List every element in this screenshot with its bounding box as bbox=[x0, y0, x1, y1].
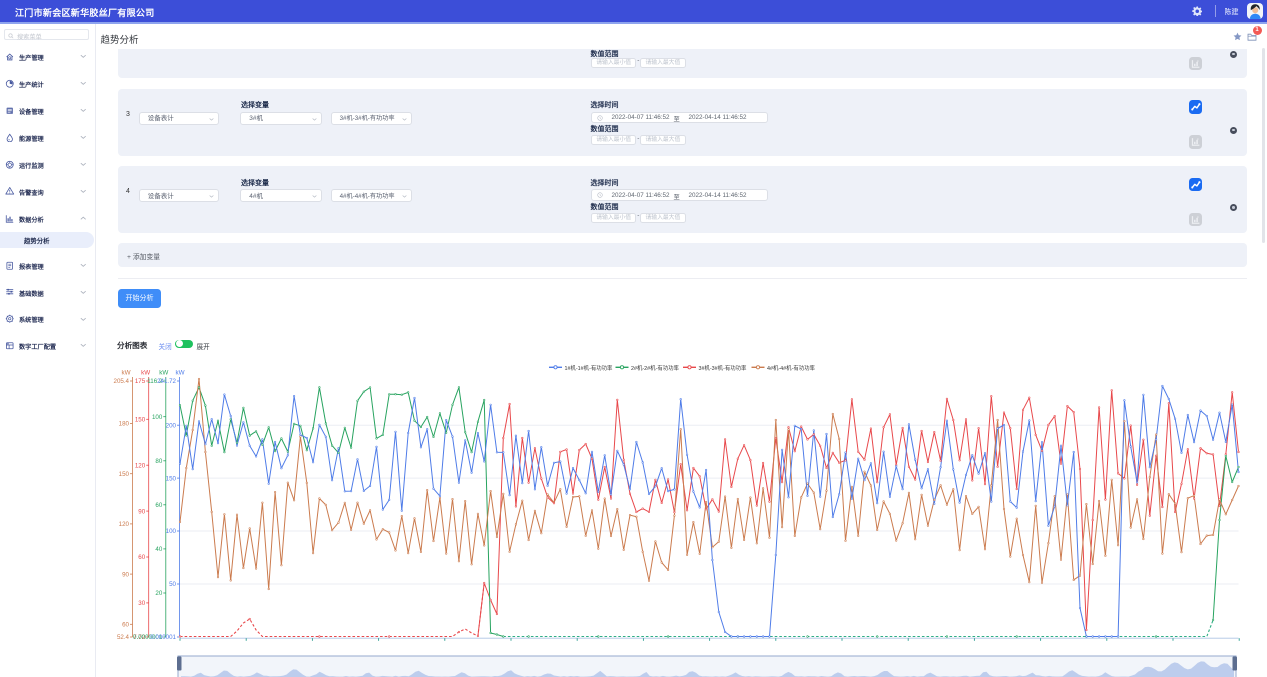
svg-text:100: 100 bbox=[166, 528, 177, 535]
svg-text:60: 60 bbox=[155, 502, 162, 509]
svg-text:kW: kW bbox=[159, 370, 168, 377]
svg-text:4#机-4#机-有功功率: 4#机-4#机-有功功率 bbox=[767, 364, 816, 372]
svg-text:2#机-2#机-有功功率: 2#机-2#机-有功功率 bbox=[631, 364, 680, 372]
svg-text:175: 175 bbox=[135, 378, 146, 385]
svg-text:kW: kW bbox=[141, 370, 150, 377]
svg-text:180: 180 bbox=[119, 421, 130, 428]
svg-text:60: 60 bbox=[122, 622, 129, 629]
svg-text:kW: kW bbox=[121, 370, 130, 377]
svg-text:150: 150 bbox=[135, 417, 146, 424]
svg-text:50: 50 bbox=[169, 581, 176, 588]
svg-text:200: 200 bbox=[166, 422, 177, 429]
svg-text:0.0000001: 0.0000001 bbox=[133, 634, 163, 641]
svg-text:kW: kW bbox=[175, 370, 184, 377]
svg-text:241.72: 241.72 bbox=[157, 378, 176, 385]
svg-text:0.000001: 0.000001 bbox=[150, 634, 176, 641]
svg-text:90: 90 bbox=[138, 508, 145, 515]
svg-text:7.72: 7.72 bbox=[133, 634, 146, 641]
svg-text:120: 120 bbox=[135, 462, 146, 469]
svg-text:116.2: 116.2 bbox=[147, 378, 163, 385]
svg-text:150: 150 bbox=[166, 475, 177, 482]
svg-text:90: 90 bbox=[122, 571, 129, 578]
svg-text:205.4: 205.4 bbox=[114, 378, 130, 385]
svg-text:150: 150 bbox=[119, 471, 130, 478]
svg-text:30: 30 bbox=[138, 600, 145, 607]
svg-text:1#机-1#机-有功功率: 1#机-1#机-有功功率 bbox=[565, 364, 614, 372]
svg-text:60: 60 bbox=[138, 554, 145, 561]
svg-text:3#机-3#机-有功功率: 3#机-3#机-有功功率 bbox=[699, 364, 748, 372]
svg-text:20: 20 bbox=[155, 590, 162, 597]
svg-text:80: 80 bbox=[155, 458, 162, 465]
svg-text:40: 40 bbox=[155, 546, 162, 553]
svg-text:52.4: 52.4 bbox=[117, 634, 130, 641]
svg-text:120: 120 bbox=[119, 521, 130, 528]
svg-text:100: 100 bbox=[152, 414, 163, 421]
